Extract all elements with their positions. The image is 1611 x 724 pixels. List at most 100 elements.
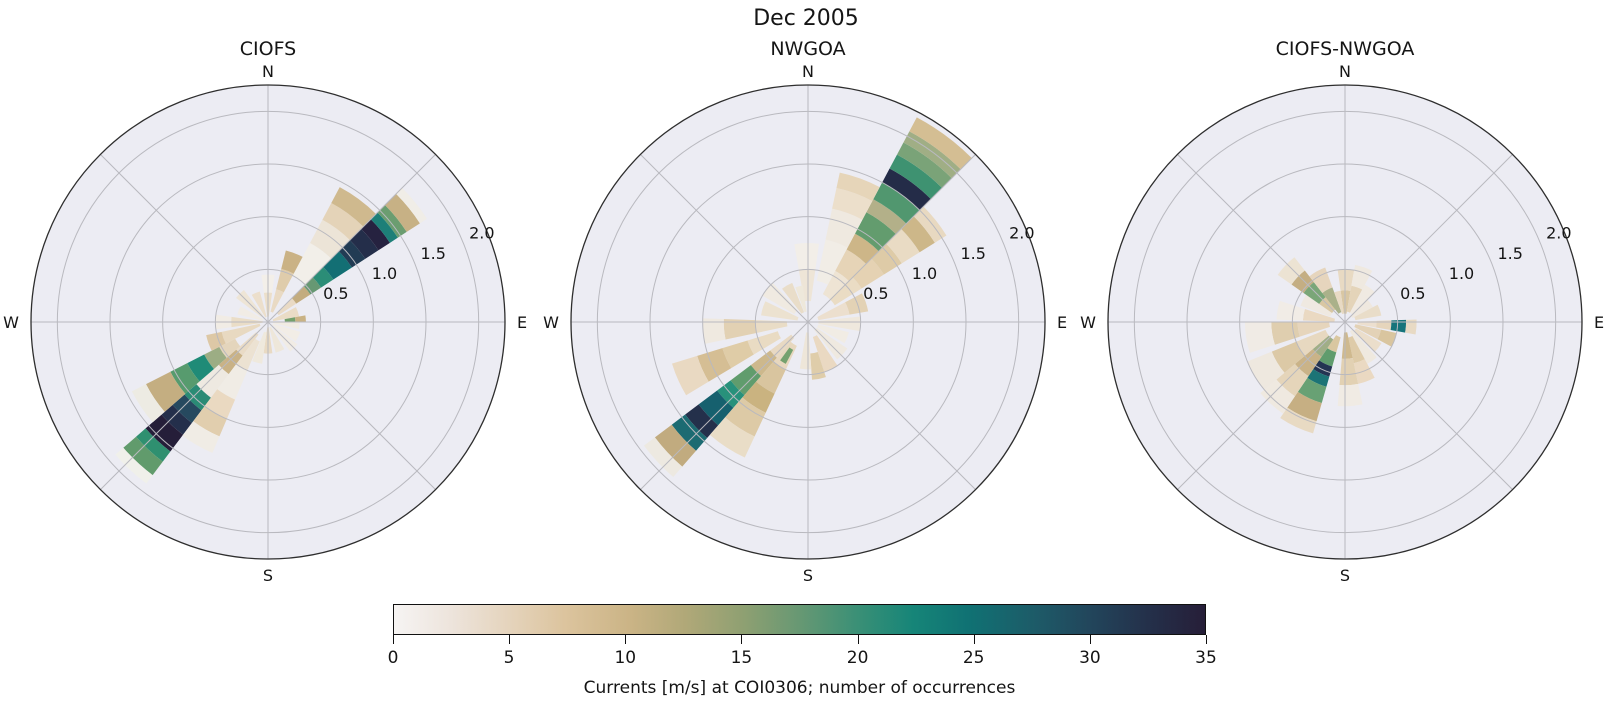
rose-sector <box>1303 282 1326 304</box>
rose-sector <box>702 318 726 344</box>
rose-sector <box>1319 348 1337 367</box>
colorbar-tick-label: 35 <box>1195 648 1217 668</box>
colorbar-tick-label: 5 <box>503 648 515 668</box>
radial-tick-label: 2.0 <box>469 224 494 243</box>
rose-sector <box>1276 300 1305 321</box>
rose-sector <box>396 187 428 224</box>
rose-sector <box>643 437 683 478</box>
rose-sector <box>145 371 186 412</box>
rose-sector <box>370 212 398 243</box>
colorbar-tick-label: 30 <box>1079 648 1101 668</box>
rose-sector <box>338 240 366 268</box>
rose-sector <box>854 212 896 252</box>
grid-spoke <box>100 154 269 323</box>
rose-sector <box>182 421 220 453</box>
rose-sector <box>1276 363 1309 397</box>
rose-sector <box>1349 284 1375 315</box>
rose-sector <box>272 323 301 342</box>
rose-sector <box>1340 290 1351 314</box>
rose-sector <box>672 355 709 396</box>
rose-sector <box>782 282 805 314</box>
rose-sector <box>237 306 264 321</box>
rose-subplot: 0.5 1.0 1.5 2.0 N E S W <box>3 62 527 585</box>
cardinal-label-n: N <box>262 62 274 81</box>
rose-sector <box>219 338 241 358</box>
radial-tick-label: 1.0 <box>372 264 397 283</box>
rose-sector <box>762 282 798 315</box>
colorbar-tick <box>857 635 859 644</box>
rose-sector <box>1277 257 1305 285</box>
rose-subplot: 0.5 1.0 1.5 2.0 N E S W <box>543 62 1067 585</box>
cardinal-label-s: S <box>1340 566 1350 585</box>
rose-sector <box>384 193 420 232</box>
rose-sector <box>1260 379 1295 414</box>
rose-sector <box>780 347 794 364</box>
radial-tick-label: 1.0 <box>912 264 937 283</box>
grid-spoke <box>1177 154 1346 323</box>
rose-sector <box>822 270 849 300</box>
radial-tick-label: 1.5 <box>960 244 985 263</box>
rose-sector <box>161 404 192 435</box>
rose-sector <box>272 307 300 322</box>
rose-sector <box>1244 322 1275 353</box>
rose-sector <box>835 249 867 282</box>
rose-sector <box>1280 407 1317 434</box>
subplot-title-ciofs-nwgoa: CIOFS-NWGOA <box>1275 38 1415 60</box>
rose-sector <box>323 251 352 280</box>
rose-sector <box>816 239 848 285</box>
rose-sector <box>812 335 838 373</box>
colorbar-tick-label: 0 <box>387 648 399 668</box>
rose-sector <box>1309 267 1333 293</box>
colorbar-tick <box>741 635 743 644</box>
rose-sector <box>889 154 943 200</box>
cardinal-label-e: E <box>1057 313 1067 332</box>
rose-sector <box>750 350 777 377</box>
colorbar-tick <box>509 635 511 644</box>
rose-sector <box>1390 319 1407 333</box>
rose-sector <box>1327 335 1341 353</box>
rose-sector <box>1319 297 1336 313</box>
grid-spoke <box>640 321 809 490</box>
rose-sector <box>361 219 390 251</box>
cardinal-label-s: S <box>263 566 273 585</box>
rose-sector <box>1346 285 1363 313</box>
rose-sector <box>377 205 407 238</box>
cardinal-label-w: W <box>1080 313 1096 332</box>
rose-sector <box>873 182 920 224</box>
rose-sector <box>1297 377 1327 403</box>
rose-sector <box>218 349 243 375</box>
rose-sector <box>1294 349 1322 377</box>
rose-sector <box>273 322 300 330</box>
rose-sector <box>913 206 947 243</box>
rose-sector <box>1307 369 1330 387</box>
rose-sector <box>909 117 972 170</box>
rose-sector <box>1377 329 1397 347</box>
subplot-title-ciofs: CIOFS <box>239 38 297 60</box>
rose-sector <box>1297 322 1330 337</box>
rose-sector <box>903 131 961 179</box>
rose-sector <box>1351 264 1373 290</box>
rose-sector <box>825 208 863 248</box>
rose-sector <box>1354 304 1382 321</box>
colorbar-label: Currents [m/s] at COI0306; number of occ… <box>583 678 1016 698</box>
rose-sector <box>897 142 952 188</box>
rose-sector <box>312 266 334 288</box>
rose-sector <box>1312 335 1334 357</box>
rose-sector <box>756 361 786 394</box>
rose-sector <box>697 348 732 382</box>
rose-sector <box>1357 320 1377 328</box>
rose-sector <box>1376 320 1392 331</box>
rose-sector <box>818 316 861 332</box>
radial-tick-label: 0.5 <box>323 284 348 303</box>
rose-sector <box>1349 329 1377 364</box>
rose-sector <box>204 346 227 369</box>
grid-spoke <box>267 154 436 323</box>
rose-sector <box>310 219 350 259</box>
grid-spoke <box>1177 321 1346 490</box>
rose-sector <box>1300 294 1333 317</box>
rose-sector <box>270 289 284 313</box>
rose-sector <box>845 293 869 315</box>
radial-tick-label: 0.5 <box>863 284 888 303</box>
rose-sector <box>1348 335 1365 364</box>
